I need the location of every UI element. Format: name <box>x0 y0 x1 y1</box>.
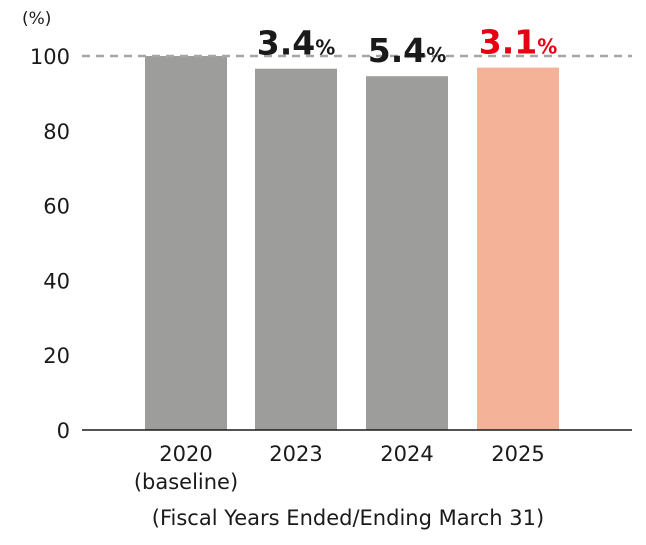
bar <box>255 68 337 430</box>
bar <box>145 56 227 430</box>
y-unit-label: (%) <box>22 9 51 29</box>
plot-area: (%) 0 20 40 60 80 100 3.4% 5.4% 3.1% 2020 (baseline… <box>22 9 632 530</box>
bar <box>366 76 448 431</box>
y-tick-label: 0 <box>57 419 70 443</box>
y-tick-label: 80 <box>43 120 70 144</box>
y-tick-label: 40 <box>43 269 70 293</box>
y-tick-label: 100 <box>30 45 70 69</box>
data-label: 3.1% <box>479 23 558 62</box>
x-tick-label: 2024 <box>380 442 433 466</box>
x-tick-label: (baseline) <box>134 470 238 494</box>
y-tick-label: 20 <box>43 344 70 368</box>
bar <box>477 67 559 431</box>
data-label: 3.4% <box>257 24 336 63</box>
x-tick-label: 2020 <box>159 442 212 466</box>
x-tick-label: 2023 <box>269 442 322 466</box>
x-axis-label: (Fiscal Years Ended/Ending March 31) <box>152 506 544 530</box>
y-tick-label: 60 <box>43 195 70 219</box>
data-label: 5.4% <box>368 31 447 70</box>
x-tick-label: 2025 <box>491 442 544 466</box>
